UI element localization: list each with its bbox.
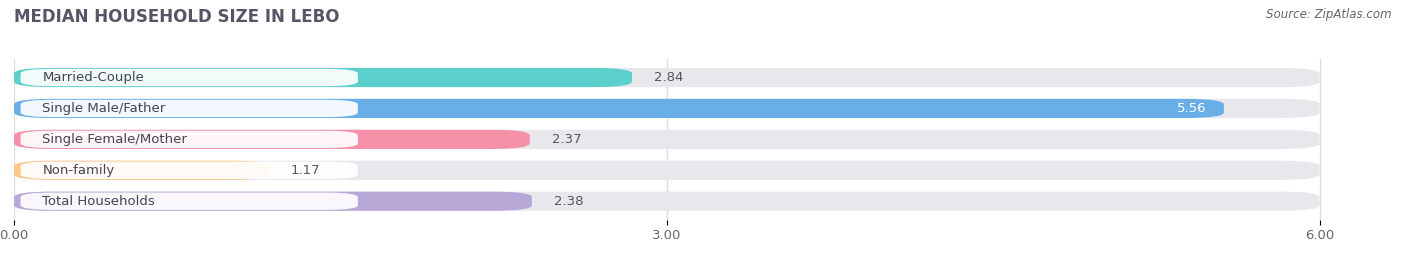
Text: 2.37: 2.37 — [551, 133, 581, 146]
FancyBboxPatch shape — [14, 192, 1320, 211]
Text: Source: ZipAtlas.com: Source: ZipAtlas.com — [1267, 8, 1392, 21]
FancyBboxPatch shape — [21, 69, 359, 86]
Text: 1.17: 1.17 — [291, 164, 321, 177]
Text: Non-family: Non-family — [42, 164, 115, 177]
FancyBboxPatch shape — [14, 161, 269, 180]
Text: 5.56: 5.56 — [1177, 102, 1206, 115]
FancyBboxPatch shape — [14, 99, 1320, 118]
Text: 2.38: 2.38 — [554, 195, 583, 208]
Text: Total Households: Total Households — [42, 195, 155, 208]
Text: MEDIAN HOUSEHOLD SIZE IN LEBO: MEDIAN HOUSEHOLD SIZE IN LEBO — [14, 8, 340, 26]
FancyBboxPatch shape — [21, 192, 359, 210]
Text: 2.84: 2.84 — [654, 71, 683, 84]
FancyBboxPatch shape — [21, 100, 359, 117]
Text: Single Female/Mother: Single Female/Mother — [42, 133, 187, 146]
FancyBboxPatch shape — [14, 68, 1320, 87]
FancyBboxPatch shape — [14, 130, 1320, 149]
FancyBboxPatch shape — [14, 161, 1320, 180]
FancyBboxPatch shape — [14, 99, 1223, 118]
Text: Married-Couple: Married-Couple — [42, 71, 145, 84]
FancyBboxPatch shape — [14, 192, 531, 211]
FancyBboxPatch shape — [21, 131, 359, 148]
FancyBboxPatch shape — [14, 68, 633, 87]
Text: Single Male/Father: Single Male/Father — [42, 102, 166, 115]
FancyBboxPatch shape — [14, 130, 530, 149]
FancyBboxPatch shape — [21, 162, 359, 179]
